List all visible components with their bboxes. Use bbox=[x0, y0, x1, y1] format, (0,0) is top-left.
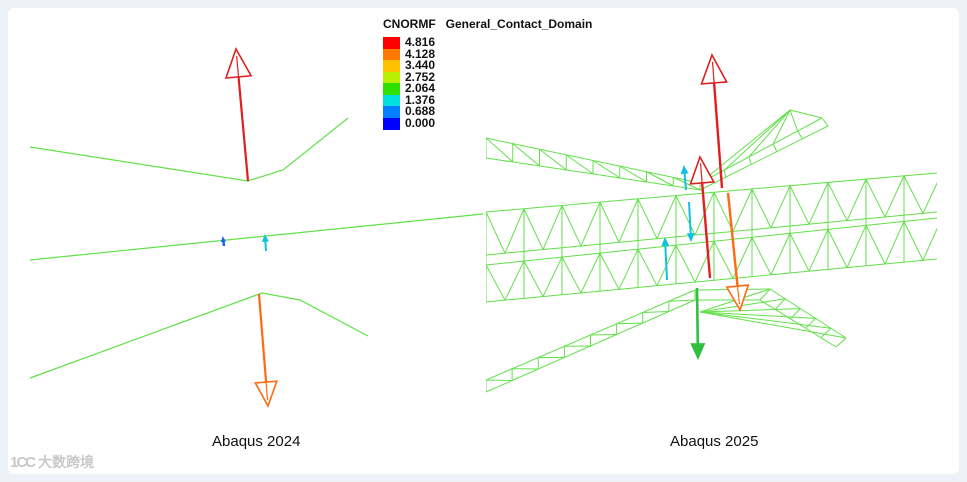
legend-row: 4.128 bbox=[383, 46, 473, 61]
legend-row: 1.376 bbox=[383, 92, 473, 107]
legend-row: 2.064 bbox=[383, 81, 473, 95]
legend-value: 0.000 bbox=[405, 115, 436, 130]
middle-line bbox=[29, 213, 484, 261]
force-vector bbox=[220, 236, 227, 247]
mesh-2024 bbox=[29, 117, 484, 379]
force-vector bbox=[661, 237, 670, 281]
legend-row: 2.752 bbox=[383, 69, 473, 84]
watermark-text: 大数跨境 bbox=[38, 454, 95, 470]
legend-swatch bbox=[383, 83, 400, 95]
legend-swatch bbox=[383, 94, 400, 107]
caption-abaqus-2025: Abaqus 2025 bbox=[670, 433, 759, 450]
force-vector bbox=[725, 192, 750, 312]
force-vector bbox=[224, 47, 253, 182]
legend-value: 1.376 bbox=[405, 92, 436, 107]
force-vector bbox=[689, 155, 716, 279]
force-vectors-2024 bbox=[220, 47, 279, 408]
force-vector bbox=[261, 234, 269, 252]
legend-value: 4.128 bbox=[405, 46, 436, 61]
force-vector bbox=[680, 165, 689, 191]
legend-value: 2.064 bbox=[405, 81, 436, 95]
watermark-logo: 1CC bbox=[10, 453, 36, 471]
mesh-2025 bbox=[486, 109, 937, 393]
force-vectors-2025 bbox=[661, 53, 750, 360]
legend-title: CNORMF General_Contact_Domain bbox=[383, 17, 593, 31]
legend-swatch bbox=[383, 37, 400, 49]
lower-outline bbox=[29, 292, 369, 379]
legend-swatch bbox=[383, 117, 400, 130]
legend-row: 4.816 bbox=[383, 35, 473, 49]
force-vector bbox=[686, 201, 695, 242]
legend-swatch bbox=[383, 48, 400, 61]
legend-swatch bbox=[383, 71, 400, 84]
legend-row: 3.440 bbox=[383, 58, 473, 72]
legend-value: 2.752 bbox=[405, 69, 436, 84]
force-vector bbox=[700, 53, 728, 189]
caption-abaqus-2024: Abaqus 2024 bbox=[212, 433, 301, 450]
legend-row: 0.000 bbox=[383, 115, 473, 130]
legend-value: 3.440 bbox=[405, 58, 436, 72]
upper-outline bbox=[29, 117, 349, 182]
figure-panel bbox=[8, 8, 959, 474]
legend-value: 0.688 bbox=[405, 104, 436, 118]
watermark: 1CC 大数跨境 bbox=[10, 452, 94, 472]
legend-swatch bbox=[383, 60, 400, 72]
force-vector bbox=[254, 293, 279, 408]
force-vector bbox=[690, 287, 706, 360]
legend-row: 0.688 bbox=[383, 104, 473, 118]
legend-swatch bbox=[383, 106, 400, 118]
legend-value: 4.816 bbox=[405, 35, 436, 49]
